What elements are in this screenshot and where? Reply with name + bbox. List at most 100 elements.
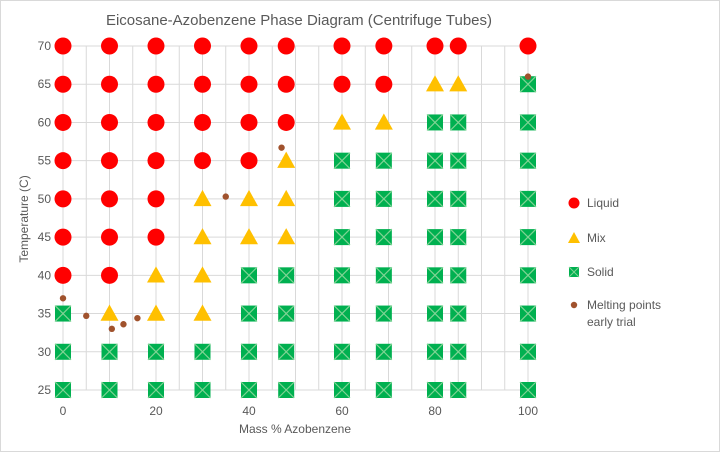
solid-point <box>519 381 537 399</box>
mix-point <box>147 304 165 321</box>
liquid-point <box>277 113 295 131</box>
solid-point <box>54 305 72 322</box>
x-tick-label: 100 <box>518 404 538 418</box>
solid-point <box>449 343 467 361</box>
solid-point <box>375 152 393 170</box>
solid-point <box>449 190 467 208</box>
y-tick-label: 70 <box>38 39 52 53</box>
liquid-point <box>147 113 165 131</box>
solid-point <box>426 266 444 284</box>
melting-point <box>59 295 67 302</box>
liquid-point <box>101 190 118 208</box>
legend-melting-marker <box>570 301 578 309</box>
mix-point <box>100 304 119 321</box>
mix-point <box>449 75 468 92</box>
solid-point <box>449 152 467 170</box>
y-tick-label: 65 <box>38 77 52 91</box>
liquid-point <box>101 113 118 131</box>
x-tick-label: 60 <box>335 404 349 418</box>
liquid-point <box>147 228 165 246</box>
solid-point <box>426 381 444 399</box>
liquid-point <box>194 113 211 131</box>
liquid-point <box>277 37 295 55</box>
melting-point <box>83 312 90 320</box>
mix-point <box>333 113 351 130</box>
solid-point <box>194 343 211 361</box>
liquid-point <box>101 37 118 55</box>
mix-point <box>193 228 212 245</box>
solid-point <box>426 152 444 170</box>
solid-point <box>54 381 72 399</box>
solid-point <box>375 228 393 246</box>
solid-point <box>519 305 537 322</box>
legend-mix-marker <box>568 232 580 243</box>
solid-point <box>519 152 537 170</box>
solid-point <box>375 343 393 361</box>
mix-point <box>426 75 444 92</box>
liquid-point <box>519 37 537 55</box>
solid-point <box>519 266 537 284</box>
liquid-point <box>147 152 165 170</box>
mix-point <box>277 228 296 245</box>
solid-point <box>333 381 351 399</box>
solid-point <box>426 305 444 322</box>
mix-point <box>193 189 212 207</box>
liquid-point <box>449 37 467 55</box>
grid <box>62 45 529 391</box>
liquid-point <box>426 37 444 55</box>
solid-point <box>240 343 258 361</box>
melting-point <box>278 144 285 151</box>
solid-point <box>426 228 444 246</box>
solid-point <box>426 114 444 131</box>
liquid-point <box>54 228 72 246</box>
y-tick-label: 35 <box>38 307 52 321</box>
y-axis-label: Temperature (C) <box>17 175 31 262</box>
series-circle <box>54 37 537 284</box>
solid-point <box>240 381 258 399</box>
y-tick-label: 45 <box>38 230 52 244</box>
solid-point <box>333 152 351 170</box>
solid-point <box>426 343 444 361</box>
solid-point <box>101 381 118 399</box>
legend-solid-marker <box>568 266 580 278</box>
liquid-point <box>147 75 165 93</box>
legend-label: Mix <box>587 231 606 245</box>
melting-point <box>222 193 229 200</box>
legend-item: Solid <box>568 265 614 279</box>
solid-point <box>240 305 258 322</box>
solid-point <box>519 190 537 208</box>
solid-point <box>449 114 467 131</box>
x-tick-label: 0 <box>60 404 67 418</box>
melting-point <box>524 73 532 80</box>
liquid-point <box>101 228 118 246</box>
y-tick-label: 55 <box>38 154 52 168</box>
solid-point <box>519 114 537 131</box>
liquid-point <box>101 266 118 284</box>
liquid-point <box>54 190 72 208</box>
liquid-point <box>101 75 118 93</box>
legend: Liquid Mix Solid Melting points early trial <box>568 196 661 329</box>
y-tick-label: 60 <box>38 115 52 129</box>
liquid-point <box>147 190 165 208</box>
y-tick-label: 40 <box>38 268 52 282</box>
solid-point <box>333 190 351 208</box>
solid-point <box>375 305 393 322</box>
solid-point <box>449 266 467 284</box>
solid-point <box>277 343 295 361</box>
solid-point <box>194 381 211 399</box>
legend-item: Mix <box>568 231 606 245</box>
liquid-point <box>147 37 165 55</box>
x-tick-label: 20 <box>149 404 163 418</box>
solid-point <box>519 343 537 361</box>
ticks: 25 30 35 40 45 50 55 60 65 70 0 20 40 60 80 100 <box>38 39 539 418</box>
solid-point <box>375 381 393 399</box>
liquid-point <box>240 37 258 55</box>
liquid-point <box>240 113 258 131</box>
solid-point <box>277 381 295 399</box>
liquid-point <box>375 75 393 93</box>
series-square <box>54 75 537 399</box>
solid-point <box>449 228 467 246</box>
solid-point <box>519 228 537 246</box>
